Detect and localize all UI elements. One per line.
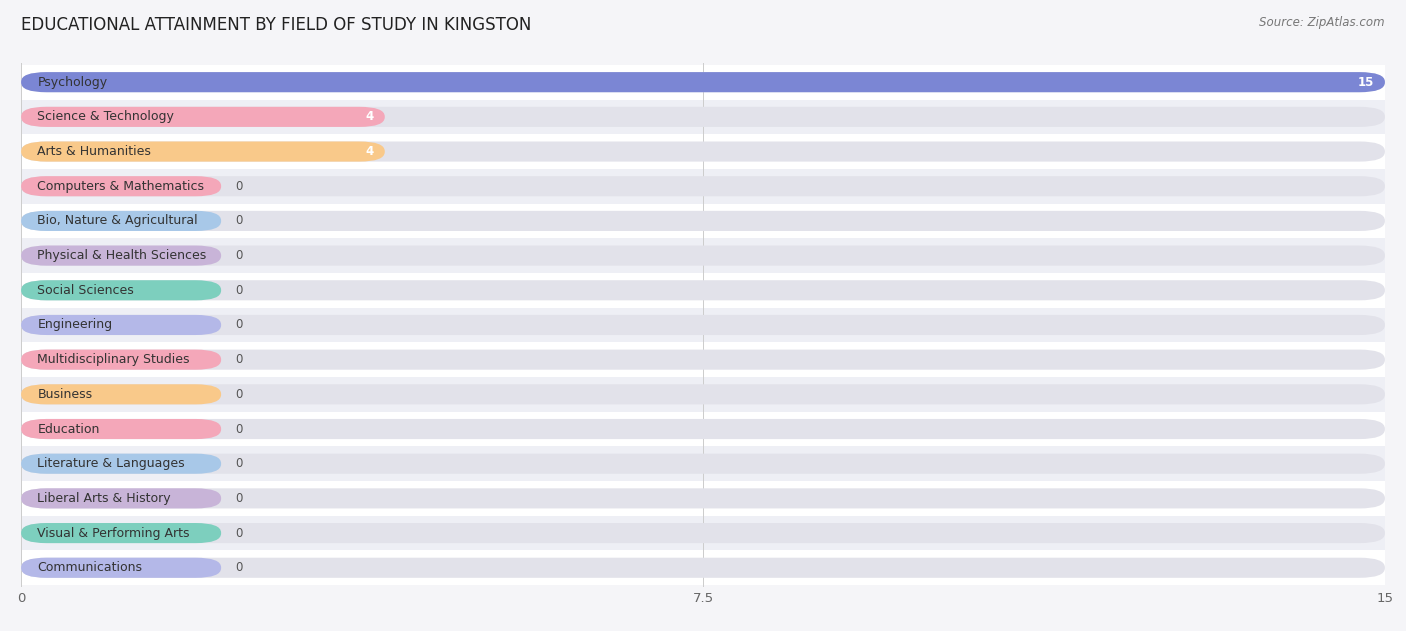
- Bar: [21, 446, 1385, 481]
- FancyBboxPatch shape: [21, 558, 1385, 578]
- Text: Psychology: Psychology: [38, 76, 108, 89]
- FancyBboxPatch shape: [21, 141, 1385, 162]
- Bar: [21, 65, 1385, 100]
- FancyBboxPatch shape: [21, 454, 221, 474]
- Bar: [21, 134, 1385, 169]
- FancyBboxPatch shape: [21, 176, 221, 196]
- Text: 4: 4: [366, 145, 374, 158]
- FancyBboxPatch shape: [21, 558, 221, 578]
- Bar: [21, 204, 1385, 239]
- Text: Literature & Languages: Literature & Languages: [38, 457, 186, 470]
- Text: Bio, Nature & Agricultural: Bio, Nature & Agricultural: [38, 215, 198, 227]
- FancyBboxPatch shape: [21, 280, 1385, 300]
- Text: Business: Business: [38, 388, 93, 401]
- Text: 15: 15: [1358, 76, 1374, 89]
- Text: Arts & Humanities: Arts & Humanities: [38, 145, 152, 158]
- Text: Education: Education: [38, 423, 100, 435]
- Text: EDUCATIONAL ATTAINMENT BY FIELD OF STUDY IN KINGSTON: EDUCATIONAL ATTAINMENT BY FIELD OF STUDY…: [21, 16, 531, 34]
- FancyBboxPatch shape: [21, 315, 1385, 335]
- FancyBboxPatch shape: [21, 315, 221, 335]
- FancyBboxPatch shape: [21, 350, 1385, 370]
- Bar: [21, 481, 1385, 516]
- Text: 0: 0: [235, 284, 242, 297]
- Text: Social Sciences: Social Sciences: [38, 284, 134, 297]
- FancyBboxPatch shape: [21, 419, 1385, 439]
- Text: Science & Technology: Science & Technology: [38, 110, 174, 123]
- Text: Physical & Health Sciences: Physical & Health Sciences: [38, 249, 207, 262]
- Bar: [21, 169, 1385, 204]
- Bar: [21, 100, 1385, 134]
- FancyBboxPatch shape: [21, 72, 1385, 92]
- Text: 0: 0: [235, 492, 242, 505]
- FancyBboxPatch shape: [21, 384, 1385, 404]
- FancyBboxPatch shape: [21, 488, 221, 509]
- Text: 0: 0: [235, 457, 242, 470]
- FancyBboxPatch shape: [21, 211, 221, 231]
- Bar: [21, 342, 1385, 377]
- FancyBboxPatch shape: [21, 245, 1385, 266]
- Text: 0: 0: [235, 388, 242, 401]
- Bar: [21, 550, 1385, 585]
- Text: Engineering: Engineering: [38, 319, 112, 331]
- Text: Visual & Performing Arts: Visual & Performing Arts: [38, 527, 190, 540]
- Text: 0: 0: [235, 527, 242, 540]
- FancyBboxPatch shape: [21, 454, 1385, 474]
- Text: 0: 0: [235, 319, 242, 331]
- Bar: [21, 411, 1385, 446]
- Text: Multidisciplinary Studies: Multidisciplinary Studies: [38, 353, 190, 366]
- Text: 0: 0: [235, 180, 242, 192]
- Bar: [21, 308, 1385, 342]
- FancyBboxPatch shape: [21, 384, 221, 404]
- Bar: [21, 516, 1385, 550]
- Text: 0: 0: [235, 353, 242, 366]
- Text: Source: ZipAtlas.com: Source: ZipAtlas.com: [1260, 16, 1385, 29]
- Text: 0: 0: [235, 249, 242, 262]
- FancyBboxPatch shape: [21, 245, 221, 266]
- FancyBboxPatch shape: [21, 107, 385, 127]
- Text: 0: 0: [235, 215, 242, 227]
- FancyBboxPatch shape: [21, 523, 1385, 543]
- FancyBboxPatch shape: [21, 176, 1385, 196]
- Bar: [21, 239, 1385, 273]
- FancyBboxPatch shape: [21, 211, 1385, 231]
- Bar: [21, 377, 1385, 411]
- FancyBboxPatch shape: [21, 523, 221, 543]
- Bar: [21, 273, 1385, 308]
- Text: Liberal Arts & History: Liberal Arts & History: [38, 492, 172, 505]
- FancyBboxPatch shape: [21, 280, 221, 300]
- Text: 0: 0: [235, 561, 242, 574]
- FancyBboxPatch shape: [21, 141, 385, 162]
- FancyBboxPatch shape: [21, 72, 1385, 92]
- FancyBboxPatch shape: [21, 419, 221, 439]
- FancyBboxPatch shape: [21, 107, 1385, 127]
- Text: Communications: Communications: [38, 561, 142, 574]
- FancyBboxPatch shape: [21, 350, 221, 370]
- FancyBboxPatch shape: [21, 488, 1385, 509]
- Text: 4: 4: [366, 110, 374, 123]
- Text: 0: 0: [235, 423, 242, 435]
- Text: Computers & Mathematics: Computers & Mathematics: [38, 180, 204, 192]
